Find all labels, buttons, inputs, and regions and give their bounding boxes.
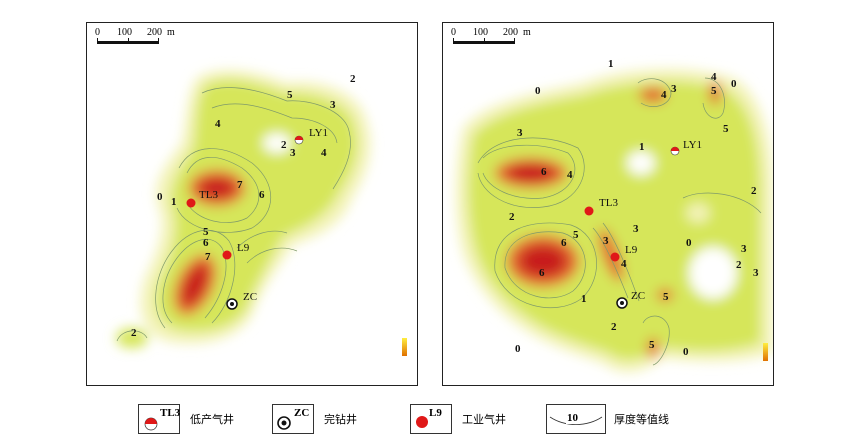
right-contour-lines <box>477 77 762 366</box>
contour-label: 0 <box>731 78 737 90</box>
contour-label: 5 <box>663 291 669 303</box>
contour-label: 5 <box>723 123 729 135</box>
contour-label: 1 <box>171 196 177 208</box>
legend-code: ZC <box>294 407 310 419</box>
right-scale-bar: 0 100 200 m <box>451 27 531 49</box>
contour-label: 3 <box>741 243 747 255</box>
contour-label: 4 <box>567 169 573 181</box>
contour-label: 4 <box>321 147 327 159</box>
left-contour-lines <box>116 87 351 342</box>
contour-label: 3 <box>517 127 523 139</box>
contour-label: 2 <box>131 327 137 339</box>
contour-label: 3 <box>633 223 639 235</box>
contour-label: 3 <box>671 83 677 95</box>
contour-label: 1 <box>608 58 614 70</box>
contour-label: 0 <box>157 191 163 203</box>
contour-label: 6 <box>259 189 265 201</box>
contour-label: 0 <box>515 343 521 355</box>
contour-label: 3 <box>603 235 609 247</box>
contour-label: 4 <box>661 89 667 101</box>
contour-label: 4 <box>621 258 627 270</box>
map-legend: TL3 低产气井 ZC 完钻井 L9 工业气井 10 厚度等值线 <box>138 400 698 436</box>
left-scale-bar: 0 100 200 m <box>95 27 175 49</box>
scale-tick-200: 200 <box>503 27 518 38</box>
contour-label: 5 <box>287 89 293 101</box>
contour-label: 2 <box>350 73 356 85</box>
contour-label: 0 <box>535 85 541 97</box>
contour-label: 4 <box>711 71 717 83</box>
target-circle-icon <box>277 416 291 430</box>
scale-tick-0: 0 <box>95 27 100 38</box>
contour-label: 5 <box>573 229 579 241</box>
scale-unit: m <box>167 27 175 38</box>
contour-line-icon <box>549 416 603 425</box>
contour-label: 6 <box>561 237 567 249</box>
legend-text: 厚度等值线 <box>614 413 669 426</box>
well-label-zc: ZC <box>631 290 646 302</box>
right-map-canvas <box>456 68 773 373</box>
contour-label: 0 <box>686 237 692 249</box>
well-label-tl3: TL3 <box>199 189 218 201</box>
left-thickness-map: 0 100 200 m LY1 TL3 L9 ZC 2 5 3 4 2 3 4 … <box>86 22 418 386</box>
legend-text: 完钻井 <box>324 413 357 426</box>
left-thickness-fill <box>116 70 371 348</box>
half-red-circle-icon <box>144 417 158 431</box>
red-circle-icon <box>416 416 428 428</box>
legend-code: 10 <box>566 412 579 424</box>
well-label-ly1: LY1 <box>309 127 329 139</box>
contour-label: 2 <box>281 139 287 151</box>
contour-label: 2 <box>736 259 742 271</box>
contour-label: 2 <box>509 211 515 223</box>
color-scale-bar <box>763 343 768 361</box>
contour-label: 6 <box>541 166 547 178</box>
contour-label: 3 <box>290 147 296 159</box>
color-scale-bar <box>402 338 407 356</box>
contour-label: 1 <box>639 141 645 153</box>
contour-label: 5 <box>711 85 717 97</box>
right-thickness-map: 0 100 200 m LY1 TL3 L9 ZC 1 0 4 5 3 4 0 … <box>442 22 774 386</box>
contour-label: 3 <box>330 99 336 111</box>
scale-tick-100: 100 <box>117 27 132 38</box>
scale-unit: m <box>523 27 531 38</box>
contour-label: 5 <box>649 339 655 351</box>
contour-label: 2 <box>751 185 757 197</box>
well-label-l9: L9 <box>237 242 250 254</box>
contour-label: 2 <box>611 321 617 333</box>
contour-label: 1 <box>581 293 587 305</box>
contour-label: 3 <box>753 267 759 279</box>
contour-label: 7 <box>205 251 211 263</box>
contour-label: 7 <box>237 179 243 191</box>
well-label-ly1: LY1 <box>683 139 703 151</box>
well-label-l9: L9 <box>625 244 638 256</box>
contour-label: 0 <box>683 346 689 358</box>
contour-label: 5 <box>203 226 209 238</box>
scale-tick-200: 200 <box>147 27 162 38</box>
legend-text: 工业气井 <box>462 413 506 426</box>
left-map-canvas <box>116 70 371 348</box>
contour-label: 4 <box>215 118 221 130</box>
legend-text: 低产气井 <box>190 413 234 426</box>
contour-label: 6 <box>539 267 545 279</box>
contour-label: 6 <box>203 237 209 249</box>
scale-tick-100: 100 <box>473 27 488 38</box>
legend-code: TL3 <box>160 407 181 419</box>
scale-tick-0: 0 <box>451 27 456 38</box>
legend-code: L9 <box>429 407 442 419</box>
well-label-zc: ZC <box>243 291 258 303</box>
well-label-tl3: TL3 <box>599 197 618 209</box>
